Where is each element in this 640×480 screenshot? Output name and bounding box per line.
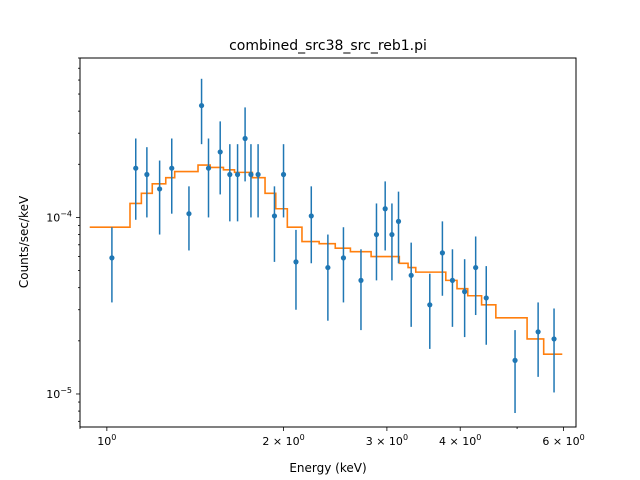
data-point <box>462 289 468 295</box>
data-point <box>109 255 115 261</box>
data-point <box>157 186 163 192</box>
data-point <box>198 102 205 109</box>
y-tick-label: 10−4 <box>46 209 72 224</box>
x-tick-label: 3 × 100 <box>366 433 408 448</box>
data-point <box>227 171 233 178</box>
data-point <box>408 272 414 278</box>
data-point <box>308 213 314 219</box>
x-tick-label: 4 × 100 <box>439 433 481 448</box>
data-point <box>373 231 380 238</box>
data-point <box>427 302 433 308</box>
data-point <box>449 277 456 283</box>
data-point <box>133 165 139 171</box>
data-point <box>551 336 557 342</box>
data-point <box>358 277 364 283</box>
data-point <box>389 231 395 238</box>
data-point <box>395 218 402 224</box>
data-point <box>325 264 331 271</box>
y-axis-label: Counts/sec/keV <box>17 195 31 288</box>
data-point <box>473 264 479 271</box>
x-tick-label: 2 × 100 <box>262 433 304 448</box>
data-point <box>144 171 150 178</box>
chart-title: combined_src38_src_reb1.pi <box>229 38 427 54</box>
data-point <box>340 255 347 261</box>
data-point <box>293 259 299 265</box>
data-point <box>255 171 261 178</box>
data-point <box>248 171 254 178</box>
data-point <box>280 171 287 178</box>
x-tick-label: 6 × 100 <box>542 433 584 448</box>
data-point <box>169 165 175 171</box>
x-tick-label: 100 <box>97 433 116 448</box>
data-point <box>483 295 489 301</box>
data-point <box>439 250 445 256</box>
data-point <box>535 329 541 335</box>
x-axis-label: Energy (keV) <box>289 461 366 475</box>
data-point <box>242 135 248 142</box>
data-point <box>217 149 223 155</box>
data-point <box>234 171 241 178</box>
data-point <box>512 357 518 363</box>
data-point <box>382 206 388 212</box>
data-point <box>205 165 212 171</box>
ticks-layer: 100 2 × 100 3 × 100 4 × 100 6 × 100 10−5 10−4 <box>46 57 585 448</box>
data-point <box>186 211 192 217</box>
data-layer <box>109 78 557 414</box>
data-point <box>271 213 278 219</box>
y-tick-label: 10−5 <box>46 386 72 401</box>
plot-frame <box>79 57 577 428</box>
